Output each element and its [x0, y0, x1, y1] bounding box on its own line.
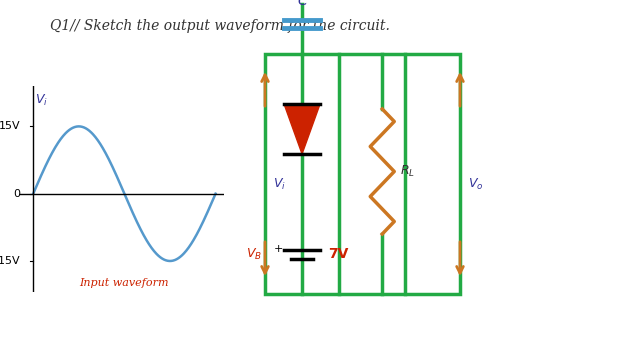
Text: $V_o$: $V_o$ — [468, 176, 483, 192]
Text: 7V: 7V — [328, 247, 348, 261]
Text: $V_B$: $V_B$ — [246, 246, 262, 261]
Bar — [265, 54, 460, 294]
Text: $V_i$: $V_i$ — [35, 93, 47, 108]
Text: Input waveform: Input waveform — [80, 278, 169, 288]
Text: -15V: -15V — [0, 256, 20, 266]
Text: C: C — [297, 0, 307, 8]
Text: Q1// Sketch the output waveform for the circuit.: Q1// Sketch the output waveform for the … — [50, 19, 390, 33]
Text: $V_i$: $V_i$ — [273, 176, 286, 192]
Text: $R_L$: $R_L$ — [400, 164, 416, 179]
Text: +: + — [273, 245, 283, 255]
Text: 0: 0 — [13, 189, 20, 199]
Polygon shape — [284, 104, 320, 154]
Text: 15V: 15V — [0, 121, 20, 131]
